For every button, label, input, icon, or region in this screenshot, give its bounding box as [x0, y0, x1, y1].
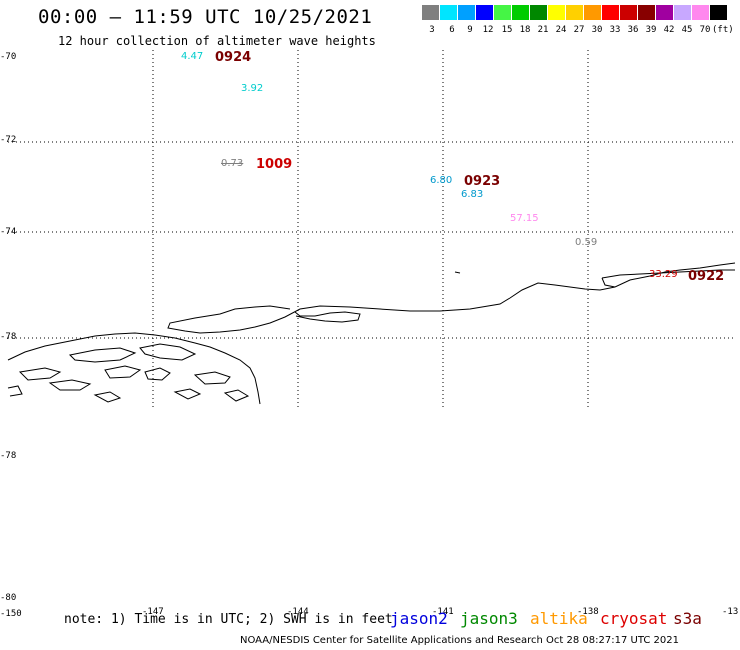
- legend-label: 9: [467, 25, 473, 35]
- swh-observation: 57.15: [510, 213, 539, 224]
- legend-label: 39: [645, 25, 657, 35]
- legend-label: 12: [482, 25, 494, 35]
- lon-label: -138: [577, 607, 599, 617]
- legend-label: 36: [627, 25, 639, 35]
- legend-swatch: [422, 5, 439, 20]
- legend-swatch: [440, 5, 457, 20]
- legend-label: 70: [699, 25, 711, 35]
- satellite-name: jason2: [390, 609, 448, 628]
- credit-line: NOAA/NESDIS Center for Satellite Applica…: [240, 635, 679, 646]
- footer-note: note: 1) Time is in UTC; 2) SWH is in fe…: [64, 612, 393, 627]
- legend-label: 3: [429, 25, 435, 35]
- swh-observation: 3.92: [241, 83, 264, 94]
- lat-label: -72: [0, 135, 17, 145]
- pass-time-label: 0923: [464, 174, 501, 189]
- pass-time-label: 1009: [256, 157, 293, 172]
- legend-swatch: [710, 5, 727, 20]
- legend-swatch: [584, 5, 601, 20]
- swh-observation: 6.83: [461, 189, 484, 200]
- lon-label: -13: [722, 607, 739, 617]
- lat-label: -74: [0, 227, 17, 237]
- legend-label: 27: [573, 25, 585, 35]
- pass-time-label: 0924: [215, 50, 252, 65]
- map-subtitle: 12 hour collection of altimeter wave hei…: [58, 34, 376, 48]
- swh-observation: 0.73: [221, 158, 244, 169]
- legend-label: 33: [609, 25, 621, 35]
- legend-swatch: [494, 5, 511, 20]
- legend-swatch: [476, 5, 493, 20]
- pass-time-label: 0922: [688, 269, 725, 284]
- lon-label: -150: [0, 609, 22, 619]
- lat-label: -78: [0, 451, 17, 461]
- legend-label: 30: [591, 25, 603, 35]
- legend-swatch: [638, 5, 655, 20]
- lon-label: -141: [432, 607, 454, 617]
- graticule: [8, 50, 735, 408]
- legend-label: 21: [537, 25, 549, 35]
- legend-swatch: [512, 5, 529, 20]
- legend-unit: (ft): [712, 25, 734, 35]
- satellite-name: jason3: [460, 609, 518, 628]
- legend-swatch: [458, 5, 475, 20]
- legend-swatch: [548, 5, 565, 20]
- lon-label: -144: [287, 607, 309, 617]
- swh-observation: 4.47: [181, 51, 204, 62]
- legend-swatch: [530, 5, 547, 20]
- legend-swatch: [566, 5, 583, 20]
- lat-label: -70: [0, 52, 17, 62]
- swh-observation: 0.59: [575, 237, 598, 248]
- satellite-name: s3a: [673, 609, 702, 628]
- legend-swatch: [692, 5, 709, 20]
- legend-label: 42: [663, 25, 675, 35]
- legend-swatch: [656, 5, 673, 20]
- legend-swatch: [620, 5, 637, 20]
- map-title: 00:00 — 11:59 UTC 10/25/2021: [38, 6, 373, 28]
- lat-label: -78: [0, 332, 17, 342]
- lat-label: -80: [0, 593, 17, 603]
- lon-label: -147: [142, 607, 164, 617]
- legend-label: 6: [449, 25, 455, 35]
- legend-label: 45: [681, 25, 693, 35]
- legend-label: 15: [501, 25, 513, 35]
- satellite-name: altika: [530, 609, 588, 628]
- swh-observation: 33.29: [649, 269, 678, 280]
- swh-observation: 6.80: [430, 175, 453, 186]
- legend-label: 24: [555, 25, 567, 35]
- satellite-name: cryosat: [600, 609, 668, 628]
- coastline: [7, 262, 736, 405]
- legend-label: 18: [519, 25, 531, 35]
- legend-swatch: [602, 5, 619, 20]
- legend-swatch: [674, 5, 691, 20]
